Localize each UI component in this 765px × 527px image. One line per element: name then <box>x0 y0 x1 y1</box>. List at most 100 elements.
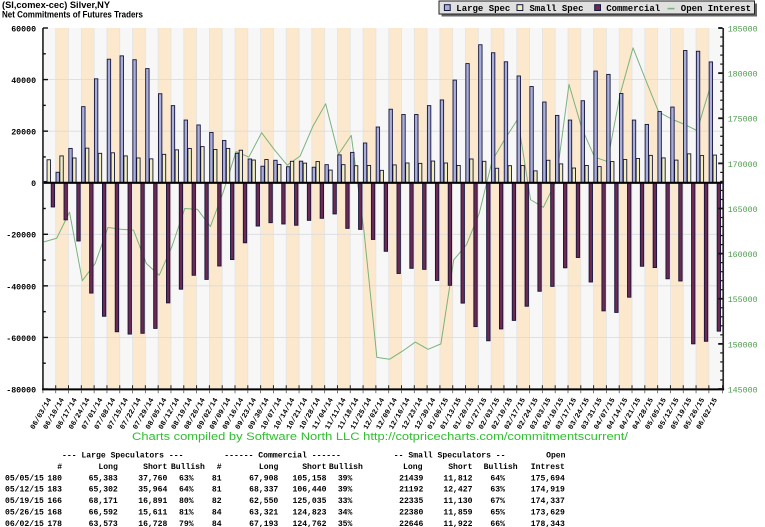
svg-text:82: 82 <box>212 497 222 506</box>
svg-text:-40000: -40000 <box>6 283 36 292</box>
svg-text:64%: 64% <box>490 474 505 483</box>
svg-text:81: 81 <box>212 474 222 483</box>
svg-text:Intrest: Intrest <box>531 463 565 472</box>
svg-text:81%: 81% <box>179 509 194 518</box>
svg-text:174,919: 174,919 <box>531 486 565 495</box>
svg-text:-80000: -80000 <box>6 386 36 395</box>
svg-text:------ Commercial ------: ------ Commercial ------ <box>224 451 341 460</box>
svg-text:178,343: 178,343 <box>531 520 565 527</box>
svg-text:Short: Short <box>143 463 167 472</box>
svg-text:Bullish: Bullish <box>329 463 363 472</box>
svg-text:174,337: 174,337 <box>531 497 565 506</box>
svg-text:11,130: 11,130 <box>443 497 472 506</box>
svg-text:175000: 175000 <box>728 116 758 125</box>
svg-text:67%: 67% <box>490 497 505 506</box>
svg-text:Charts compiled by Software No: Charts compiled by Software North LLC ht… <box>132 431 628 443</box>
svg-text:124,762: 124,762 <box>293 520 327 527</box>
svg-text:22380: 22380 <box>399 509 423 518</box>
svg-text:22335: 22335 <box>399 497 423 506</box>
svg-text:Long: Long <box>259 463 279 472</box>
svg-text:105,158: 105,158 <box>293 474 327 483</box>
svg-text:185000: 185000 <box>728 25 758 34</box>
svg-text:22646: 22646 <box>399 520 423 527</box>
svg-text:Large Spec: Large Spec <box>456 4 510 14</box>
svg-text:66%: 66% <box>490 520 505 527</box>
svg-text:Small Spec: Small Spec <box>530 4 584 14</box>
svg-text:Net Commitments of Futures Tra: Net Commitments of Futures Traders <box>2 9 143 20</box>
svg-text:64%: 64% <box>179 486 194 495</box>
svg-text:80%: 80% <box>179 497 194 506</box>
svg-text:81: 81 <box>212 486 222 495</box>
svg-text:33%: 33% <box>338 497 353 506</box>
svg-text:65%: 65% <box>490 509 505 518</box>
svg-text:40000: 40000 <box>11 77 36 86</box>
svg-text:20000: 20000 <box>11 129 36 138</box>
svg-text:106,440: 106,440 <box>293 486 327 495</box>
svg-text:168: 168 <box>47 509 62 518</box>
svg-text:Long: Long <box>403 463 423 472</box>
svg-text:125,035: 125,035 <box>293 497 327 506</box>
svg-text:11,859: 11,859 <box>443 509 472 518</box>
svg-text:67,908: 67,908 <box>249 474 278 483</box>
svg-text:0: 0 <box>31 180 36 189</box>
svg-text:06/02/15: 06/02/15 <box>5 520 44 527</box>
svg-text:21439: 21439 <box>399 474 423 483</box>
svg-text:05/05/15: 05/05/15 <box>5 474 44 483</box>
svg-text:34%: 34% <box>338 509 353 518</box>
svg-text:180: 180 <box>47 474 62 483</box>
svg-text:11,922: 11,922 <box>443 520 472 527</box>
svg-text:84: 84 <box>212 520 222 527</box>
svg-text:#: # <box>57 463 62 472</box>
svg-text:05/19/15: 05/19/15 <box>5 497 44 506</box>
svg-text:68,171: 68,171 <box>89 497 118 506</box>
svg-text:68,337: 68,337 <box>249 486 278 495</box>
svg-text:-20000: -20000 <box>6 232 36 241</box>
svg-text:65,302: 65,302 <box>89 486 118 495</box>
svg-text:62,550: 62,550 <box>249 497 278 506</box>
svg-text:145000: 145000 <box>728 386 758 395</box>
svg-text:Short: Short <box>302 463 326 472</box>
svg-text:65,383: 65,383 <box>89 474 118 483</box>
svg-text:79%: 79% <box>179 520 194 527</box>
svg-text:165000: 165000 <box>728 206 758 215</box>
svg-text:155000: 155000 <box>728 296 758 305</box>
svg-text:35,964: 35,964 <box>138 486 167 495</box>
svg-text:67,193: 67,193 <box>249 520 278 527</box>
svg-text:63%: 63% <box>490 486 505 495</box>
svg-text:Open Interest: Open Interest <box>681 4 751 14</box>
svg-text:37,760: 37,760 <box>138 474 167 483</box>
svg-text:-60000: -60000 <box>6 335 36 344</box>
svg-text:178: 178 <box>47 520 62 527</box>
svg-text:39%: 39% <box>338 474 353 483</box>
svg-text:166: 166 <box>47 497 62 506</box>
svg-text:(SI,comex-cec) Silver,NY: (SI,comex-cec) Silver,NY <box>2 0 111 11</box>
svg-text:84: 84 <box>212 509 222 518</box>
svg-text:Bullish: Bullish <box>484 463 518 472</box>
svg-text:05/12/15: 05/12/15 <box>5 486 44 495</box>
svg-text:63,321: 63,321 <box>249 509 278 518</box>
svg-text:35%: 35% <box>338 520 353 527</box>
svg-text:63,573: 63,573 <box>89 520 118 527</box>
svg-text:16,891: 16,891 <box>138 497 167 506</box>
svg-text:173,629: 173,629 <box>531 509 565 518</box>
svg-text:Open: Open <box>546 451 566 460</box>
svg-text:150000: 150000 <box>728 341 758 350</box>
svg-text:60000: 60000 <box>11 25 36 34</box>
svg-text:39%: 39% <box>338 486 353 495</box>
svg-text:Bullish: Bullish <box>171 463 205 472</box>
svg-text:12,427: 12,427 <box>443 486 472 495</box>
svg-text:15,611: 15,611 <box>138 509 167 518</box>
svg-text:63%: 63% <box>179 474 194 483</box>
svg-text:Long: Long <box>98 463 118 472</box>
svg-text:183: 183 <box>47 486 62 495</box>
svg-text:#: # <box>217 463 222 472</box>
svg-text:Commercial: Commercial <box>606 4 661 14</box>
svg-text:21192: 21192 <box>399 486 423 495</box>
svg-text:05/26/15: 05/26/15 <box>5 509 44 518</box>
svg-text:160000: 160000 <box>728 251 758 260</box>
svg-text:Short: Short <box>448 463 472 472</box>
svg-text:--- Large Speculators ---: --- Large Speculators --- <box>62 451 183 460</box>
svg-text:11,812: 11,812 <box>443 474 472 483</box>
svg-text:66,592: 66,592 <box>89 509 118 518</box>
svg-text:124,823: 124,823 <box>293 509 327 518</box>
